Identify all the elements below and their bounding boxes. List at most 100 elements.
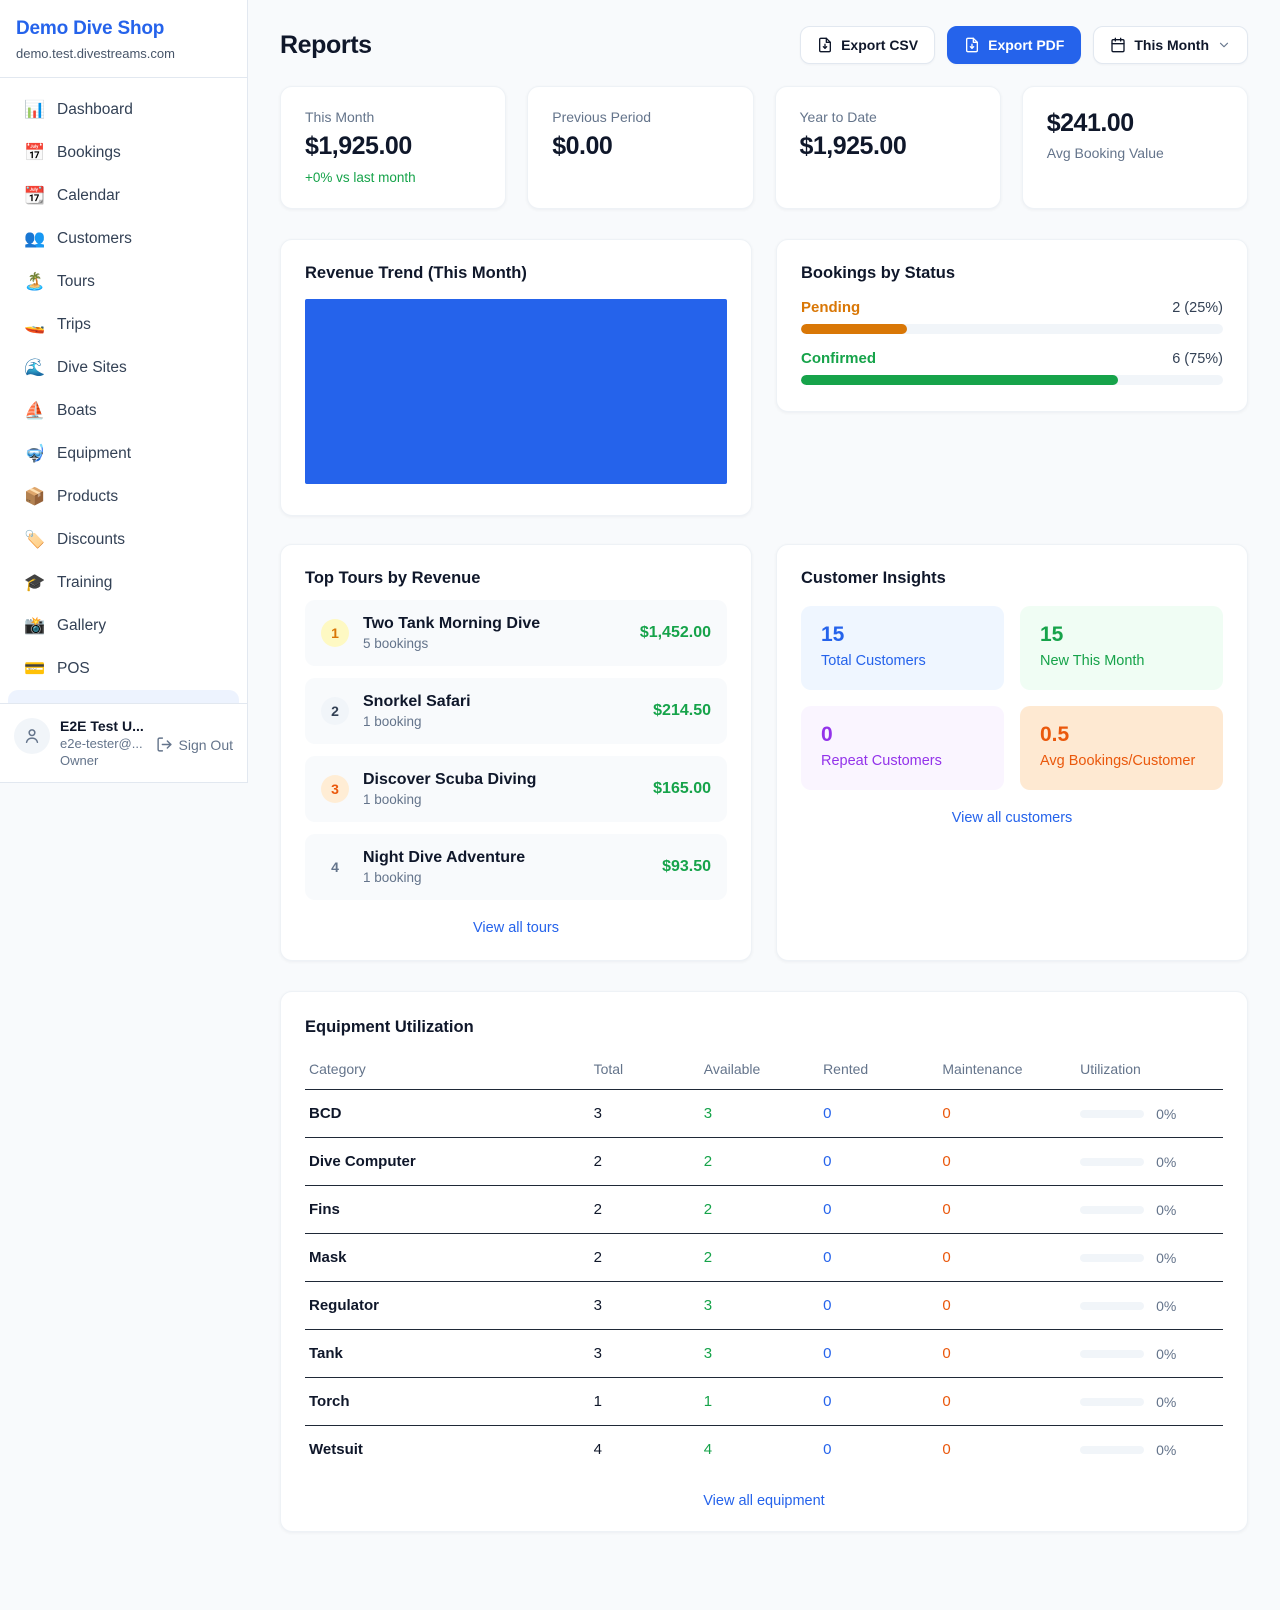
sidebar: Demo Dive Shop demo.test.divestreams.com…: [0, 0, 248, 783]
tile-new-this-month: 15 New This Month: [1020, 606, 1223, 690]
view-all-tours-link[interactable]: View all tours: [473, 920, 559, 936]
cell-category: Tank: [305, 1329, 590, 1378]
status-count: 6 (75%): [1172, 351, 1223, 367]
export-csv-button[interactable]: Export CSV: [800, 26, 936, 64]
utilization-cell: 0%: [1080, 1394, 1219, 1410]
cell-available: 2: [699, 1137, 820, 1186]
status-count: 2 (25%): [1172, 300, 1223, 316]
export-pdf-button[interactable]: Export PDF: [947, 26, 1082, 64]
rank-badge: 4: [331, 859, 339, 875]
package-icon: 📦: [24, 486, 46, 506]
view-all-customers-link[interactable]: View all customers: [951, 810, 1073, 826]
utilization-label: 0%: [1156, 1297, 1177, 1314]
stat-value: $1,925.00: [799, 132, 907, 160]
utilization-label: 0%: [1156, 1249, 1177, 1266]
app-root: Demo Dive Shop demo.test.divestreams.com…: [0, 0, 1248, 1532]
stat-value: $241.00: [1046, 109, 1134, 137]
sidebar-item-products[interactable]: 📦 Products: [8, 475, 239, 518]
period-dropdown[interactable]: This Month: [1093, 26, 1248, 64]
utilization-track: [1080, 1301, 1145, 1310]
sign-out-button[interactable]: Sign Out: [156, 736, 233, 753]
tile-label: Avg Bookings/Customer: [1040, 753, 1196, 769]
cell-rented: 0: [819, 1329, 939, 1378]
bookings-by-status-card: Bookings by Status Pending 2 (25%) Confi…: [776, 239, 1248, 412]
tag-icon: 🏷️: [24, 529, 46, 549]
sidebar-item-discounts[interactable]: 🏷️ Discounts: [8, 518, 239, 561]
sidebar-item-trips[interactable]: 🚤 Trips: [8, 303, 239, 346]
charts-row: Revenue Trend (This Month) Bookings by S…: [280, 239, 1248, 516]
sidebar-item-label: Dashboard: [57, 100, 133, 118]
utilization-label: 0%: [1156, 1393, 1177, 1410]
sidebar-item-boats[interactable]: ⛵ Boats: [8, 389, 239, 432]
wave-icon: 🌊: [24, 357, 46, 377]
sidebar-item-dashboard[interactable]: 📊 Dashboard: [8, 88, 239, 131]
customers-icon: 👥: [24, 228, 46, 248]
tile-value: 15: [1040, 623, 1064, 646]
sidebar-item-tours[interactable]: 🏝️ Tours: [8, 260, 239, 303]
equipment-utilization-card: Equipment Utilization Category Total Ava…: [280, 991, 1248, 1532]
sidebar-item-gallery[interactable]: 📸 Gallery: [8, 604, 239, 647]
shop-domain: demo.test.divestreams.com: [16, 46, 175, 61]
rank-badge: 3: [321, 775, 349, 803]
stat-delta: +0% vs last month: [305, 170, 416, 185]
sidebar-item-training[interactable]: 🎓 Training: [8, 561, 239, 604]
column-header: Utilization: [1076, 1051, 1223, 1090]
cell-available: 3: [699, 1281, 820, 1330]
sidebar-item-customers[interactable]: 👥 Customers: [8, 217, 239, 260]
sidebar-item-pos[interactable]: 💳 POS: [8, 647, 239, 690]
column-header: Total: [589, 1051, 700, 1090]
cell-rented: 0: [819, 1377, 939, 1426]
sailboat-icon: ⛵: [24, 400, 46, 420]
table-row: BCD 3 3 0 0 0%: [305, 1089, 1223, 1138]
utilization-label: 0%: [1156, 1441, 1177, 1458]
revenue-trend-card: Revenue Trend (This Month): [280, 239, 752, 516]
page-title: Reports: [280, 30, 372, 59]
sidebar-item-equipment[interactable]: 🤿 Equipment: [8, 432, 239, 475]
cell-available: 3: [699, 1329, 820, 1378]
utilization-cell: 0%: [1080, 1250, 1219, 1266]
tile-value: 0: [821, 723, 833, 746]
cell-rented: 0: [823, 1441, 832, 1458]
stat-cards: This Month $1,925.00 +0% vs last month P…: [280, 86, 1248, 209]
view-all-equipment-link[interactable]: View all equipment: [703, 1493, 825, 1509]
cell-category: Mask: [305, 1233, 590, 1282]
stat-value: $0.00: [552, 132, 613, 160]
tour-name: Snorkel Safari: [363, 693, 471, 710]
person-icon: [25, 729, 39, 743]
user-email: e2e-tester@...: [60, 736, 143, 751]
sidebar-item-label: Products: [57, 487, 119, 505]
cell-maintenance: 0: [938, 1089, 1077, 1138]
cell-total: 4: [593, 1441, 602, 1458]
cell-category: Dive Computer: [305, 1137, 590, 1186]
bookings-calendar-icon: 📅: [24, 142, 46, 162]
cell-category: Wetsuit: [309, 1441, 363, 1458]
sidebar-item-label: Tours: [57, 272, 95, 290]
table-row: Regulator 3 3 0 0 0%: [305, 1281, 1223, 1330]
credit-card-icon: 💳: [24, 658, 46, 678]
cell-total: 3: [589, 1281, 700, 1330]
tile-value: 15: [821, 623, 845, 646]
utilization-track: [1080, 1109, 1145, 1118]
insights-row: Top Tours by Revenue 1 Two Tank Morning …: [280, 544, 1248, 961]
cell-available: 4: [703, 1441, 713, 1458]
sidebar-item-bookings[interactable]: 📅 Bookings: [8, 131, 239, 174]
stat-card-year-to-date: Year to Date $1,925.00: [774, 86, 1001, 209]
user-role: Owner: [60, 753, 99, 768]
table-row: Wetsuit 4 4 0 0 0%: [305, 1426, 1223, 1474]
tile-label: Total Customers: [821, 653, 926, 669]
sidebar-item-calendar[interactable]: 📆 Calendar: [8, 174, 239, 217]
shop-header: Demo Dive Shop demo.test.divestreams.com: [0, 16, 247, 78]
utilization-cell: 0%: [1080, 1106, 1219, 1122]
sidebar-nav: 📊 Dashboard 📅 Bookings 📆 Calendar 👥 Cust…: [0, 78, 247, 703]
tour-revenue: $165.00: [653, 780, 711, 797]
cell-available: 2: [699, 1185, 820, 1234]
stat-label: Avg Booking Value: [1046, 145, 1164, 161]
sidebar-item-reports-active-partial[interactable]: [8, 690, 239, 703]
log-out-icon: [156, 737, 172, 752]
sidebar-item-dive-sites[interactable]: 🌊 Dive Sites: [8, 346, 239, 389]
tour-bookings: 1 booking: [363, 870, 422, 885]
cell-rented: 0: [819, 1233, 939, 1282]
rank-badge: 2: [321, 697, 349, 725]
period-label: This Month: [1134, 37, 1209, 53]
table-row: Fins 2 2 0 0 0%: [305, 1185, 1223, 1234]
